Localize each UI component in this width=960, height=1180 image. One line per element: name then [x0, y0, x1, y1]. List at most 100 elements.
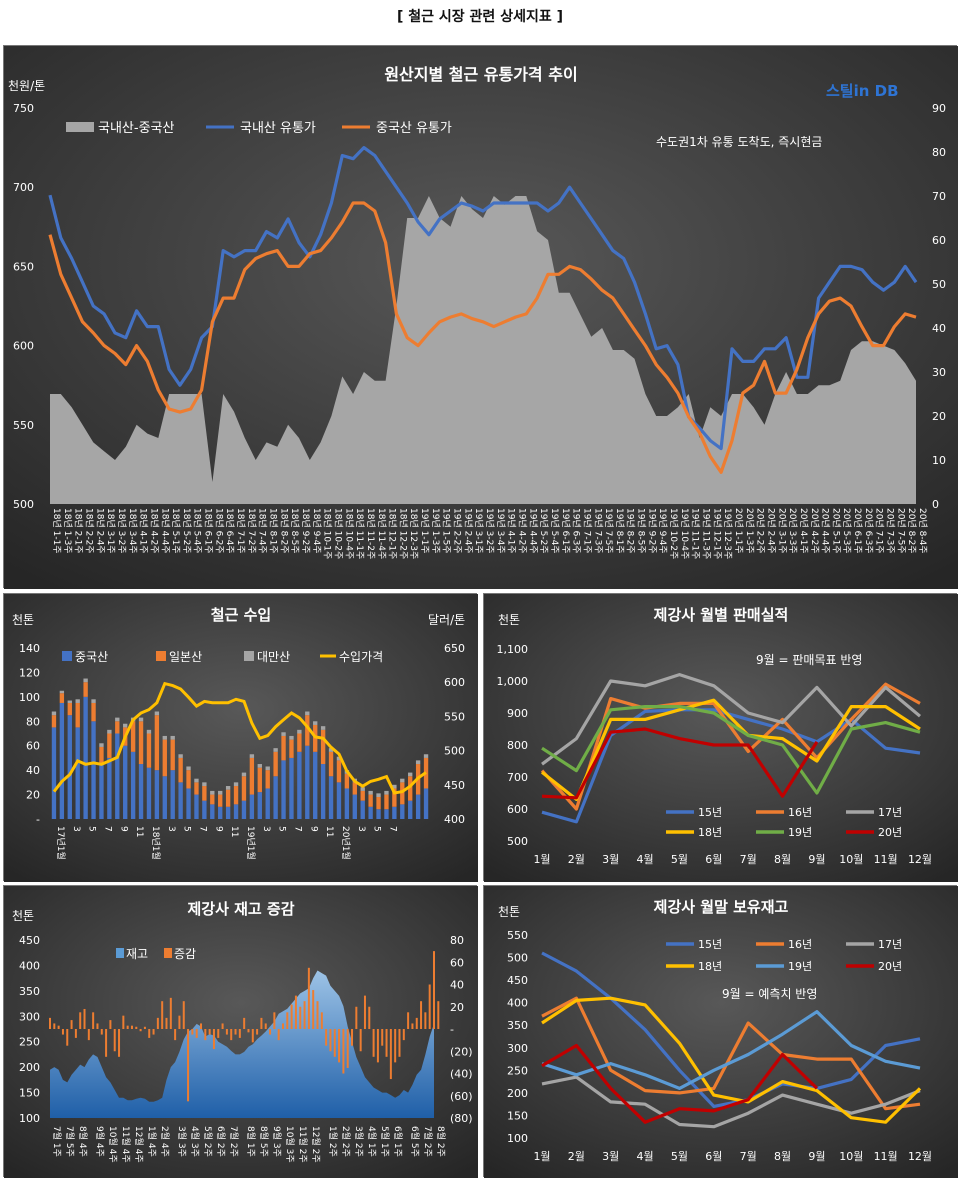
x-tick-label: 18년 5-4주 [192, 508, 203, 554]
legend-label: 19년 [788, 960, 812, 973]
change-bar [320, 1012, 323, 1029]
y-tick-label: 700 [507, 771, 528, 784]
x-tick-label: 8월 [774, 853, 791, 866]
change-bar [351, 1029, 354, 1046]
y-tick-label: 140 [19, 642, 40, 655]
import-bar [344, 773, 350, 789]
import-bar [99, 764, 104, 819]
x-tick-label: 20년 4-4주 [820, 508, 831, 554]
change-bar [329, 1029, 332, 1052]
price-trend-panel: 원산지별 철근 유통가격 추이 천원/톤 스틸in DB 수도권1차 유통 도착도, … [3, 45, 958, 589]
change-bar [437, 1001, 440, 1029]
x-tick-label: 19년 8-1주 [614, 508, 625, 554]
import-bar [273, 776, 278, 819]
x-tick-label: 19년 1-1주 [419, 508, 430, 554]
y-tick-label: 40 [26, 764, 40, 777]
import-bar [59, 693, 65, 703]
import-bar [328, 748, 334, 752]
chart-title: 원산지별 철근 유통가격 추이 [384, 65, 577, 84]
change-bar [49, 1017, 51, 1029]
legend-label: 수입가격 [339, 650, 383, 664]
change-bar [174, 1029, 177, 1041]
y-tick-label: 900 [507, 707, 528, 720]
import-bar [344, 788, 350, 819]
change-bar [87, 1029, 90, 1041]
y-tick-label: 450 [19, 934, 40, 947]
import-bar [99, 746, 104, 765]
x-tick-label: 18년 12-3주 [408, 508, 419, 559]
import-bar [218, 806, 223, 819]
x-tick-label: 18년 9-4주 [311, 508, 322, 554]
import-bar [75, 702, 80, 728]
x-tick-label: 5 [372, 826, 382, 832]
import-bar [384, 790, 389, 795]
x-tick-label: 18년 9-2주 [300, 508, 311, 554]
x-tick-label: 19년 7-3주 [592, 508, 603, 554]
y2-tick-label: 20 [932, 410, 946, 423]
change-bar [152, 1029, 155, 1035]
change-bar [316, 1001, 319, 1029]
import-bar [423, 788, 429, 819]
change-bar [113, 1029, 116, 1052]
import-bar [162, 776, 167, 819]
y2-tick-label: 450 [444, 779, 465, 792]
x-tick-label: 11월 [874, 853, 898, 866]
y-tick-label: 60 [26, 740, 40, 753]
y-tick-label: 250 [19, 1036, 40, 1049]
x-tick-label: 11 [134, 826, 144, 837]
series-line-19년 [541, 1010, 921, 1090]
x-tick-label: 18년 4-2주 [148, 508, 159, 554]
import-bar [162, 735, 167, 740]
x-tick-label: 19년 7-5주 [603, 508, 614, 554]
import-bar [123, 723, 128, 728]
x-tick-label: 20년 3-3주 [787, 508, 798, 554]
import-bar [241, 776, 247, 801]
x-tick-label: 7 [197, 826, 207, 832]
change-bar [385, 1029, 388, 1057]
x-tick-label: 2월 [568, 853, 585, 866]
y-tick-label: 500 [13, 498, 34, 511]
series-line-17년 [541, 673, 922, 766]
month-end-inventory-panel: 제강사 월말 보유재고 천톤 9월 = 예측치 반영 100 150 200 250 300 3… [483, 885, 958, 1178]
change-bar [109, 1020, 112, 1029]
y2-tick-label: 60 [932, 234, 946, 247]
x-tick-label: 18년 2-2주 [83, 508, 94, 554]
x-tick-label: 6월 [705, 1150, 722, 1163]
change-bar [200, 1023, 203, 1029]
x-tick-label: 12월 2주 [310, 1126, 322, 1163]
x-tick-label: 19년 12-3주 [722, 508, 733, 559]
x-tick-label: 11월 [874, 1150, 898, 1163]
x-tick-label: 19년 4-1주 [506, 508, 517, 554]
x-tick-label: 19년 10-2주 [668, 508, 679, 559]
import-bar [265, 770, 270, 789]
change-bar [66, 1029, 69, 1046]
x-tick-label: 19년 2-2주 [452, 508, 463, 554]
page-title: [ 철근 시장 관련 상세지표 ] [397, 9, 563, 25]
x-tick-label: 1월 2주 [327, 1126, 339, 1157]
y2-tick-label: 20 [450, 1001, 464, 1014]
y-tick-label: 300 [19, 1010, 40, 1023]
series-line-18년 [541, 698, 921, 801]
import-bar [249, 794, 255, 819]
x-tick-label: 20년 5-3주 [841, 508, 852, 554]
import-bar [400, 782, 405, 805]
y2-tick-label: 400 [444, 813, 465, 826]
x-tick-label: 18년 10-1주 [322, 508, 333, 559]
change-bar [148, 1029, 151, 1038]
x-tick-label: 18년 3-2주 [116, 508, 127, 554]
import-bar [368, 790, 373, 795]
series-line-19년 [541, 705, 921, 795]
import-bar [297, 751, 302, 819]
import-bar [265, 766, 270, 771]
import-bar [138, 764, 144, 819]
import-bar [194, 778, 199, 783]
import-bar [115, 717, 120, 722]
x-tick-label: 18년 8-2주 [278, 508, 289, 554]
x-tick-label: 7월 [740, 853, 757, 866]
chart-title: 철근 수입 [211, 606, 271, 624]
y2-tick-label: 650 [444, 642, 465, 655]
import-bar [320, 729, 326, 765]
change-bar [191, 1029, 194, 1035]
change-bar [57, 1025, 60, 1029]
change-bar [178, 1015, 181, 1029]
